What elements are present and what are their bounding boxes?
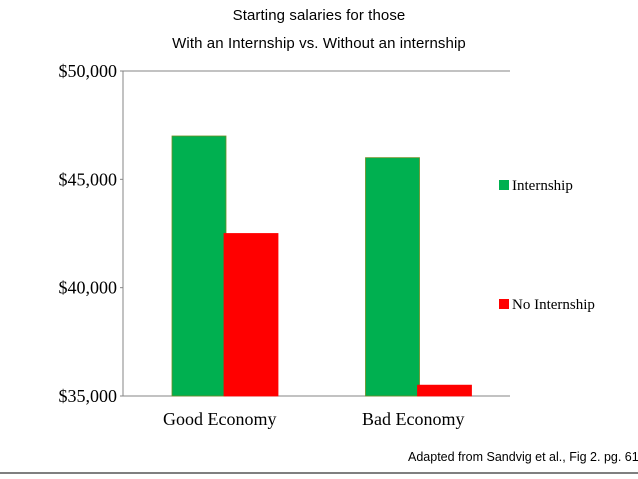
x-category-label: Bad Economy (362, 409, 464, 429)
bar-no-internship-bad-economy (417, 384, 472, 397)
bar-internship-good-economy (171, 135, 227, 397)
legend-swatch-internship (499, 180, 509, 190)
bar-no-internship-good-economy (223, 233, 279, 397)
bar-internship-bad-economy (365, 157, 420, 397)
x-category-label: Good Economy (163, 409, 276, 429)
legend-label-internship: Internship (512, 178, 573, 194)
chart-title-line-2: With an Internship vs. Without an intern… (172, 35, 466, 52)
bottom-divider (0, 472, 638, 474)
chart-title-line-1: Starting salaries for those (232, 7, 406, 24)
y-tick-label: $35,000 (59, 386, 118, 406)
y-tick-label: $40,000 (59, 278, 118, 298)
y-tick-label: $45,000 (59, 169, 118, 189)
legend-swatch-no-internship (499, 299, 509, 309)
y-tick-label: $50,000 (59, 61, 118, 81)
legend-label-no-internship: No Internship (512, 297, 595, 313)
source-citation: Adapted from Sandvig et al., Fig 2. pg. … (408, 450, 638, 464)
